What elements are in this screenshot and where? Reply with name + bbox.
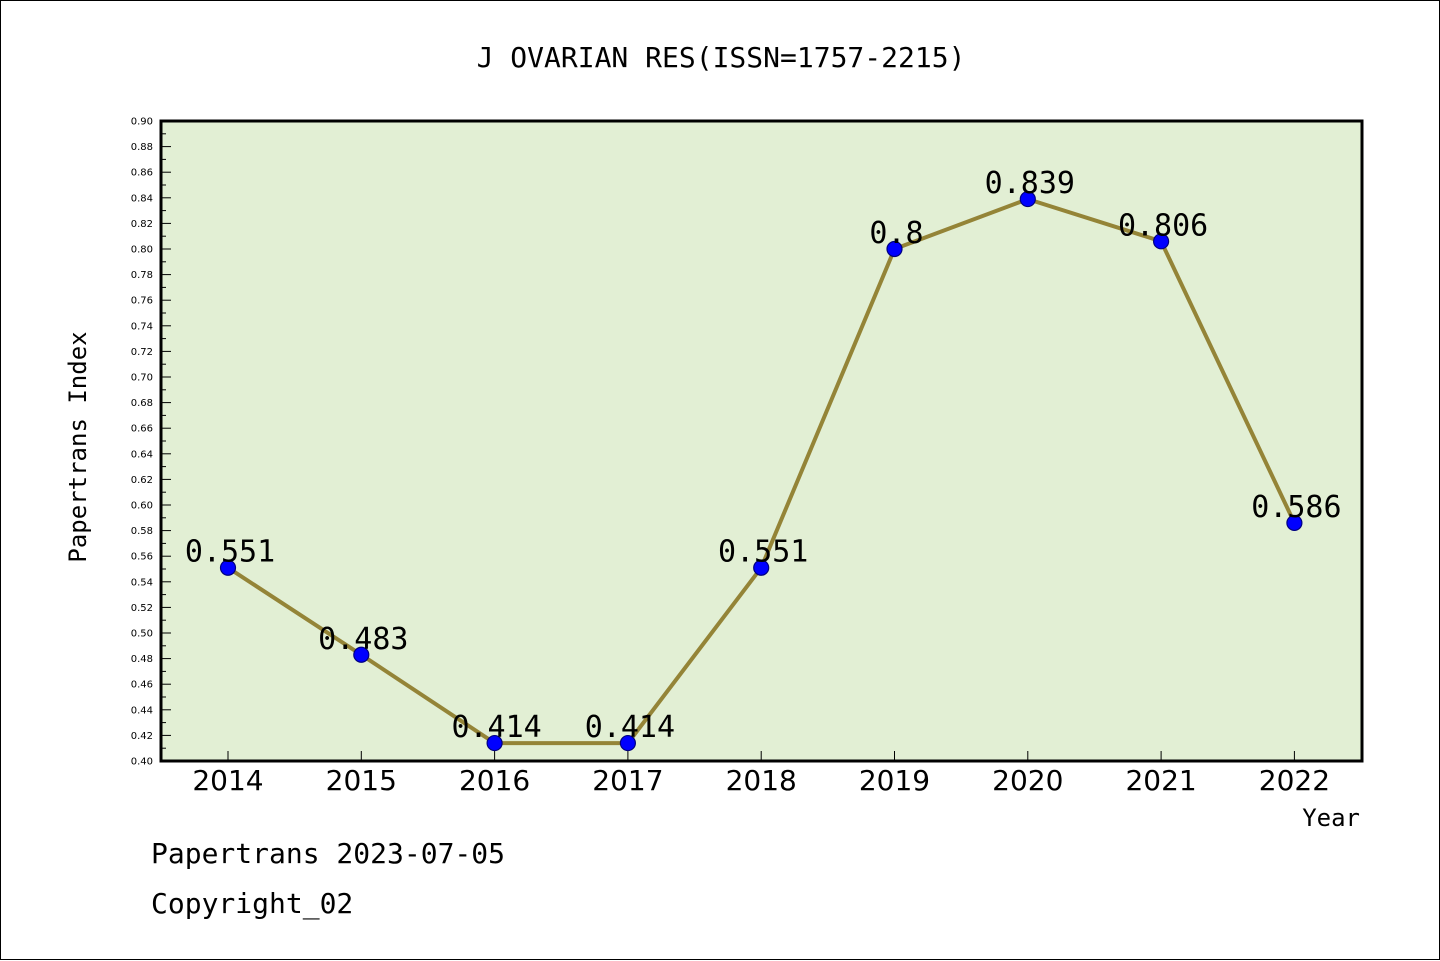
y-tick-label: 0.86 xyxy=(131,168,153,179)
x-tick-label: 2020 xyxy=(992,764,1063,797)
data-label: 0.551 xyxy=(718,535,808,570)
y-tick-label: 0.44 xyxy=(131,705,153,716)
y-tick-label: 0.74 xyxy=(131,321,153,332)
data-label: 0.414 xyxy=(585,710,675,745)
x-tick-label: 2018 xyxy=(726,764,797,797)
data-labels: 0.551 0.483 0.414 0.414 0.551 0.8 0.839 0.806 0.… xyxy=(185,166,1342,745)
x-tick-label: 2022 xyxy=(1259,764,1330,797)
y-tick-label: 0.82 xyxy=(131,219,153,230)
y-tick-label: 0.78 xyxy=(131,270,153,281)
x-tick-label: 2015 xyxy=(326,764,397,797)
y-tick-label: 0.52 xyxy=(131,603,153,614)
data-point xyxy=(219,559,237,576)
y-tick-label: 0.64 xyxy=(131,449,153,460)
x-axis-label: Year xyxy=(1302,804,1360,832)
data-point xyxy=(619,734,637,752)
y-tick-label: 0.80 xyxy=(131,245,153,256)
data-point xyxy=(486,734,503,752)
x-tick-label: 2016 xyxy=(459,764,530,797)
y-tick-label: 0.88 xyxy=(131,142,153,153)
data-label: 0.483 xyxy=(318,622,408,657)
footer-date: Papertrans 2023-07-05 xyxy=(151,837,506,870)
data-label: 0.551 xyxy=(185,535,275,570)
y-axis-label: Papertrans Index xyxy=(64,331,92,562)
y-tick-label: 0.46 xyxy=(131,680,153,691)
y-tick-label: 0.90 xyxy=(131,117,153,128)
data-point xyxy=(1152,233,1170,250)
x-tick-label: 2014 xyxy=(192,764,263,797)
y-tick-label: 0.60 xyxy=(131,501,153,512)
y-tick-label: 0.42 xyxy=(131,731,153,742)
y-tick-label: 0.40 xyxy=(131,757,153,768)
y-tick-label: 0.50 xyxy=(131,629,153,640)
y-tick-label: 0.58 xyxy=(131,526,153,537)
data-point xyxy=(1286,514,1303,532)
data-point xyxy=(753,559,770,576)
y-tick-label: 0.54 xyxy=(131,577,153,588)
data-label: 0.839 xyxy=(985,166,1075,201)
data-point xyxy=(1019,190,1036,208)
y-tick-label: 0.48 xyxy=(131,654,153,665)
x-tick-label: 2017 xyxy=(592,764,663,797)
y-tick-label: 0.84 xyxy=(131,193,153,204)
data-label: 0.8 xyxy=(869,216,923,251)
y-axis: 0.40 0.42 0.44 0.46 0.48 0.50 0.52 0.54 0.56 0.58… xyxy=(131,117,171,768)
y-tick-label: 0.66 xyxy=(131,424,153,435)
y-tick-label: 0.72 xyxy=(131,347,153,358)
x-tick-label: 2019 xyxy=(859,764,930,797)
series-markers xyxy=(219,190,1303,752)
data-label: 0.806 xyxy=(1118,208,1208,243)
x-tick-label: 2021 xyxy=(1125,764,1196,797)
y-tick-label: 0.68 xyxy=(131,398,153,409)
y-tick-label: 0.76 xyxy=(131,296,153,307)
x-axis: 2014 2015 2016 2017 2018 2019 2020 2021 2022 xyxy=(192,751,1330,797)
data-point xyxy=(886,240,903,258)
y-tick-label: 0.62 xyxy=(131,475,153,486)
y-tick-label: 0.56 xyxy=(131,552,153,563)
data-point xyxy=(353,646,370,663)
y-tick-label: 0.70 xyxy=(131,373,153,384)
data-label: 0.586 xyxy=(1251,490,1341,525)
data-label: 0.414 xyxy=(451,710,541,745)
footer-copyright: Copyright_02 xyxy=(151,887,354,920)
chart-title: J OVARIAN RES(ISSN=1757-2215) xyxy=(477,41,966,74)
